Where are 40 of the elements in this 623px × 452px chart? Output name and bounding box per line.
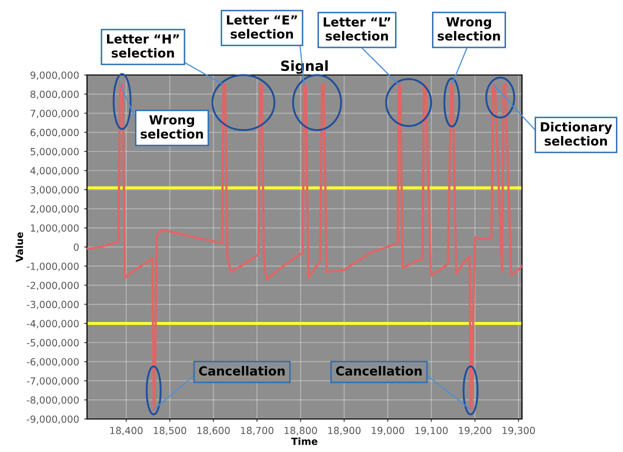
y-tick-label: 0 — [74, 243, 79, 251]
y-tick-label: -7,000,000 — [26, 377, 79, 386]
y-tick-label: 6,000,000 — [30, 128, 79, 138]
y-tick-label: -2,000,000 — [26, 282, 79, 290]
y-tick-label: 5,000,000 — [30, 148, 79, 156]
y-tick-label: -1,000,000 — [26, 262, 79, 271]
y-tick-label: -9,000,000 — [26, 415, 79, 424]
y-tick-label: -5,000,000 — [26, 339, 79, 348]
y-tick-label: -3,000,000 — [26, 300, 79, 310]
x-tick-label: 18,600 — [197, 426, 230, 436]
x-axis-title: Time — [291, 437, 318, 445]
annotation: Dictionary selection — [540, 122, 612, 146]
annotation: Letter “E” selection — [226, 15, 297, 39]
y-tick-label: 7,000,000 — [30, 110, 79, 118]
x-tick-label: 18,500 — [154, 426, 186, 436]
y-tick-label: 2,000,000 — [30, 205, 79, 214]
y-tick-label: -8,000,000 — [26, 396, 79, 405]
y-tick-label: 1,000,000 — [30, 224, 79, 233]
annotation: Wrong selection — [438, 17, 500, 41]
y-tick-label: 8,000,000 — [30, 90, 79, 99]
y-tick-label: 4,000,000 — [30, 167, 79, 176]
annotation: Wrong selection — [140, 115, 203, 139]
x-tick-label: 18,900 — [328, 426, 361, 436]
x-tick-label: 19,300 — [502, 426, 535, 436]
annotation: Letter “H” selection — [107, 34, 179, 58]
x-tick-label: 19,100 — [415, 426, 448, 436]
y-tick-label: -6,000,000 — [26, 358, 79, 366]
x-tick-label: 18,800 — [284, 426, 317, 436]
line-series — [87, 83, 522, 411]
y-tick-label: -4,000,000 — [26, 320, 79, 328]
annotation: Letter “L” selection — [324, 17, 390, 41]
annotation: Cancellation — [336, 366, 422, 376]
y-tick-label: 3,000,000 — [30, 186, 79, 194]
x-tick-label: 19,000 — [372, 426, 404, 436]
x-tick-label: 19,200 — [458, 426, 492, 436]
y-axis-title: Value — [16, 232, 24, 262]
x-tick-label: 18,700 — [241, 426, 274, 436]
annotation: Cancellation — [199, 366, 285, 376]
y-tick-label: 9,000,000 — [30, 71, 79, 80]
x-tick-label: 18,400 — [110, 426, 143, 436]
